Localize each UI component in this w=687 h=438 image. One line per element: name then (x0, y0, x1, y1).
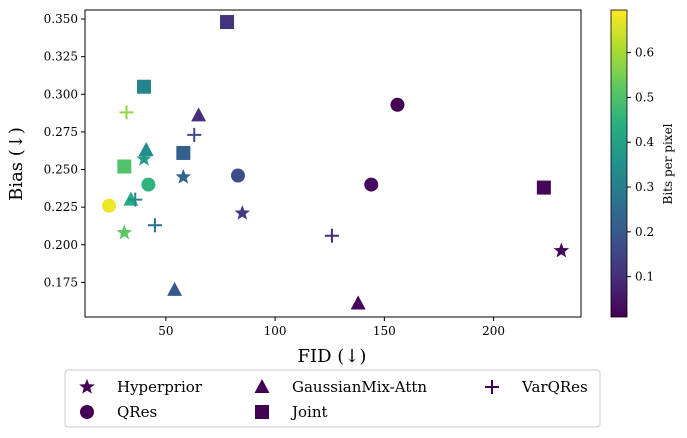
legend-marker (485, 380, 499, 394)
colorbar-label: Bits per pixel (661, 123, 675, 204)
data-point (141, 177, 156, 192)
legend-label: VarQRes (521, 378, 588, 396)
legend-label: Hyperprior (117, 378, 203, 396)
y-tick-label: 0.350 (44, 12, 78, 26)
y-tick-label: 0.175 (44, 275, 78, 289)
series-hyperprior (116, 150, 570, 258)
data-point (175, 168, 192, 184)
data-point (136, 150, 152, 166)
legend: Hyperprior QRes GaussianMix-Attn Joint VarQR… (64, 369, 601, 428)
data-point (117, 159, 132, 174)
legend-label: Joint (290, 403, 328, 421)
legend-entry-varqres: VarQRes (485, 378, 588, 396)
colorbar-tick-label: 0.1 (635, 270, 654, 284)
data-point (553, 242, 570, 258)
data-point (147, 218, 162, 233)
colorbar-tick-label: 0.5 (635, 90, 654, 104)
legend-marker (79, 378, 95, 394)
data-point (390, 97, 405, 112)
colorbar-tick-label: 0.6 (635, 46, 654, 60)
plot-area-frame (84, 9, 582, 318)
y-tick-label: 0.325 (44, 50, 78, 64)
colorbar: 0.1 0.2 0.3 0.4 0.5 0.6 Bits per pixel (610, 9, 675, 318)
legend-marker (254, 379, 270, 393)
series-varqres (119, 105, 339, 243)
data-point (220, 15, 235, 30)
legend-label: QRes (117, 403, 157, 421)
x-tick-label: 150 (373, 324, 396, 338)
colorbar-tick-label: 0.3 (635, 180, 654, 194)
x-tick-label: 100 (264, 324, 287, 338)
y-axis-title: Bias (↓) (6, 127, 27, 201)
y-tick-label: 0.225 (44, 200, 78, 214)
data-point (102, 198, 117, 213)
data-point (128, 192, 143, 207)
data-point (350, 295, 366, 310)
data-point (136, 79, 151, 94)
colorbar-gradient (610, 9, 628, 318)
legend-entry-joint: Joint (255, 403, 328, 421)
legend-entry-gaussianmix-attn: GaussianMix-Attn (254, 378, 427, 396)
data-point (324, 228, 339, 243)
x-tick-label: 50 (158, 324, 173, 338)
y-tick-label: 0.250 (44, 163, 78, 177)
data-point (119, 105, 134, 120)
data-point (191, 107, 207, 122)
data-point (536, 180, 551, 195)
x-tick-label: 200 (482, 324, 505, 338)
colorbar-tick-label: 0.2 (635, 225, 654, 239)
x-axis-title: FID (↓) (298, 346, 367, 367)
legend-frame (64, 369, 601, 428)
data-point (187, 127, 202, 142)
legend-entry-hyperprior: Hyperprior (79, 378, 203, 396)
series-gaussianmix-attn (123, 107, 366, 310)
data-point (234, 204, 251, 220)
data-point (116, 224, 133, 240)
legend-marker (255, 405, 269, 419)
data-point (138, 141, 154, 156)
legend-entry-qres: QRes (80, 403, 157, 421)
y-tick-label: 0.300 (44, 87, 78, 101)
data-point (230, 168, 245, 183)
series-qres (102, 97, 405, 213)
data-point (364, 177, 379, 192)
data-point (167, 281, 183, 296)
y-tick-label: 0.200 (44, 238, 78, 252)
colorbar-tick-label: 0.4 (635, 135, 654, 149)
y-axis: 0.175 0.200 0.225 0.250 0.275 0.300 0.325 0.350 (44, 12, 85, 289)
data-point (176, 145, 191, 160)
legend-label: GaussianMix-Attn (292, 378, 427, 396)
series-joint (117, 15, 551, 195)
legend-marker (80, 405, 94, 419)
y-tick-label: 0.275 (44, 125, 78, 139)
x-axis: 50 100 150 200 (158, 317, 505, 338)
